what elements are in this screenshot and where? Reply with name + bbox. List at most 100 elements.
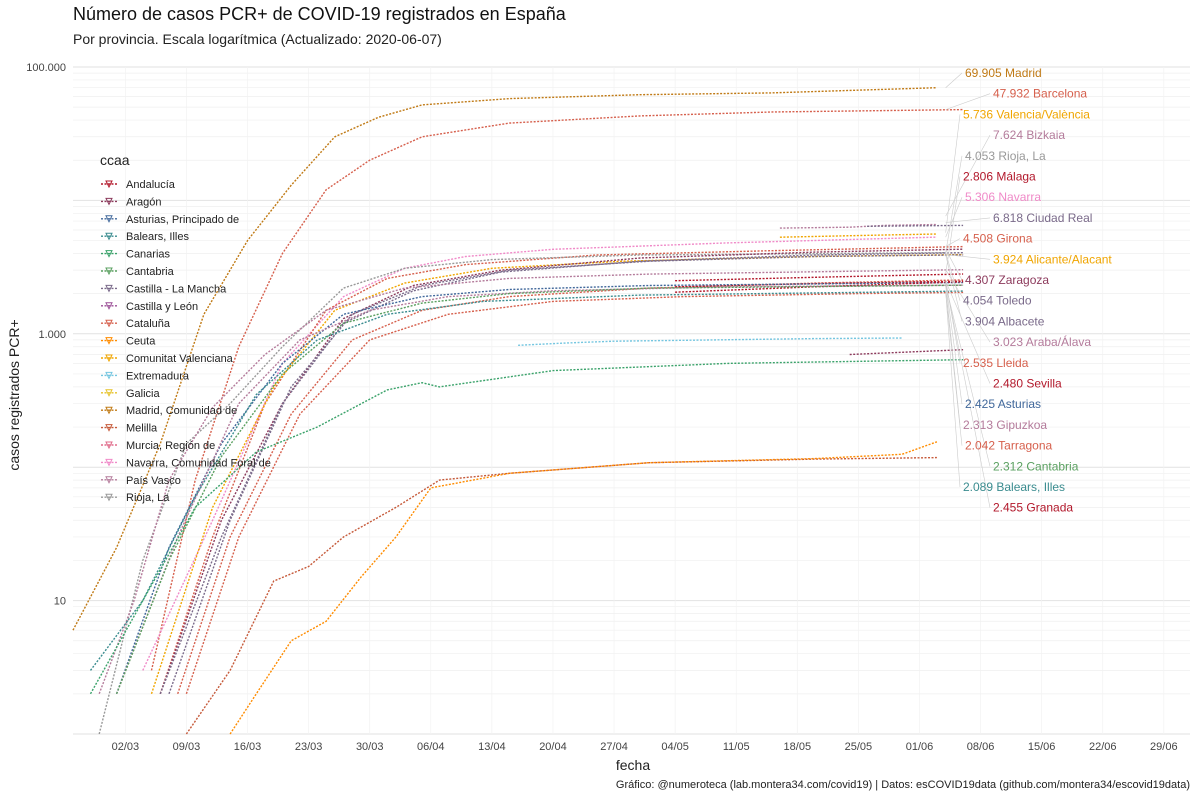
legend-entry: Asturias, Principado de: [101, 214, 239, 226]
leader-line: [945, 281, 991, 508]
series-line: [159, 245, 964, 695]
legend-entry: Extremadura: [101, 370, 190, 382]
series-line: [229, 441, 938, 735]
end-label: 4.307 Zaragoza: [965, 273, 1049, 287]
legend-entry: Canarias: [101, 249, 171, 261]
x-tick-label: 06/04: [417, 741, 445, 753]
series-line: [518, 337, 903, 346]
x-axis-title: fecha: [616, 757, 650, 773]
legend-label: Rioja, La: [126, 492, 170, 504]
legend-label: Castilla - La Mancha: [126, 283, 227, 295]
legend-label: Galicia: [126, 388, 161, 400]
legend-key-marker: [105, 354, 113, 363]
x-tick-label: 22/06: [1089, 741, 1117, 753]
leader-line: [945, 134, 991, 217]
leader-line: [945, 254, 963, 322]
end-label: 6.818 Ciudad Real: [993, 211, 1092, 225]
legend-entry: Murcia, Región de: [101, 440, 215, 452]
legend-title: ccaa: [100, 152, 130, 168]
y-axis-ticks: 10 1.000 100.000: [26, 62, 66, 608]
x-tick-label: 27/04: [600, 741, 628, 753]
chart-caption: Gráfico: @numeroteca (lab.montera34.com/…: [615, 779, 1190, 791]
end-label: 2.313 Gipuzkoa: [963, 418, 1047, 432]
end-labels: 69.905 Madrid 47.932 Barcelona 5.736 Valen…: [963, 66, 1112, 515]
leader-line: [945, 291, 961, 488]
legend-entry: Cantabria: [101, 266, 175, 278]
legend-entry: Castilla - La Mancha: [101, 283, 227, 295]
leader-line: [945, 282, 963, 405]
legend-key-marker: [105, 302, 113, 310]
legend-entry: País Vasco: [101, 475, 181, 487]
series-line: [177, 279, 964, 695]
legend-label: Melilla: [126, 423, 158, 435]
legend-label: País Vasco: [126, 475, 181, 487]
legend-entry: Castilla y León: [101, 301, 198, 313]
leader-line: [945, 155, 963, 253]
legend-label: Extremadura: [126, 370, 190, 382]
leader-line: [945, 254, 991, 260]
legend-label: Murcia, Región de: [126, 440, 215, 452]
y-tick-label: 10: [54, 596, 66, 608]
leader-line: [945, 72, 963, 88]
y-axis-title: casos registrados PCR+: [6, 319, 22, 470]
end-label: 2.425 Asturias: [965, 397, 1041, 411]
grid-lines: [73, 66, 1190, 735]
end-label: 69.905 Madrid: [965, 66, 1042, 80]
legend-label: Ceuta: [126, 336, 156, 348]
leader-line: [945, 93, 991, 110]
legend-key-marker: [105, 267, 113, 276]
legend-label: Comunitat Valenciana: [126, 353, 234, 365]
series-line: [98, 269, 964, 695]
x-tick-label: 30/03: [356, 741, 384, 753]
end-label: 3.904 Albacete: [965, 314, 1045, 328]
legend-key-marker: [105, 180, 113, 189]
series-line: [72, 87, 937, 631]
series-line: [159, 252, 964, 695]
series-line: [98, 252, 946, 735]
legend-entry: Ceuta: [101, 336, 156, 348]
legend-key-marker: [105, 284, 113, 293]
leader-line: [945, 197, 963, 238]
legend-key-marker: [105, 458, 113, 467]
leader-line: [945, 217, 991, 223]
legend-entry: Balears, Illes: [101, 231, 189, 243]
legend-key-marker: [105, 319, 113, 328]
chart-title: Número de casos PCR+ de COVID-19 registr…: [73, 4, 566, 24]
end-label: 2.535 Lleida: [963, 356, 1029, 370]
legend-entry: Navarra, Comunidad Foral de: [101, 457, 271, 469]
x-tick-label: 01/06: [906, 741, 934, 753]
end-label: 2.089 Balears, Illes: [963, 480, 1065, 494]
series-line: [115, 281, 964, 695]
leader-line: [945, 269, 991, 343]
x-tick-label: 04/05: [661, 741, 689, 753]
legend-key-marker: [105, 197, 113, 206]
series-line: [849, 349, 964, 356]
end-label: 7.624 Bizkaia: [993, 128, 1065, 142]
end-label: 2.480 Sevilla: [993, 377, 1062, 391]
x-tick-label: 15/06: [1028, 741, 1056, 753]
end-label: 2.042 Tarragona: [965, 439, 1053, 453]
end-label: 4.508 Girona: [963, 232, 1033, 246]
legend-key-marker: [105, 389, 113, 397]
leader-line: [945, 114, 961, 233]
series-line: [142, 236, 937, 671]
legend-label: Castilla y León: [126, 301, 198, 313]
legend-label: Navarra, Comunidad Foral de: [126, 457, 271, 469]
legend-key-marker: [105, 337, 113, 345]
leader-line: [945, 285, 991, 467]
series-line: [185, 456, 937, 735]
legend-label: Madrid, Comunidad de: [126, 405, 237, 417]
legend-key-marker: [105, 215, 113, 223]
end-label: 2.806 Málaga: [963, 170, 1036, 184]
legend-key-marker: [105, 232, 113, 241]
legend-entry: Madrid, Comunidad de: [101, 405, 237, 417]
end-label: 5.736 Valencia/València: [963, 107, 1090, 121]
end-label: 4.053 Rioja, La: [965, 149, 1046, 163]
chart-subtitle: Por provincia. Escala logarítmica (Actua…: [73, 31, 442, 47]
legend-entry: Galicia: [101, 388, 161, 400]
leader-line: [945, 176, 961, 275]
x-tick-label: 11/05: [723, 741, 750, 753]
leader-line: [945, 249, 963, 281]
series-line: [185, 291, 964, 695]
